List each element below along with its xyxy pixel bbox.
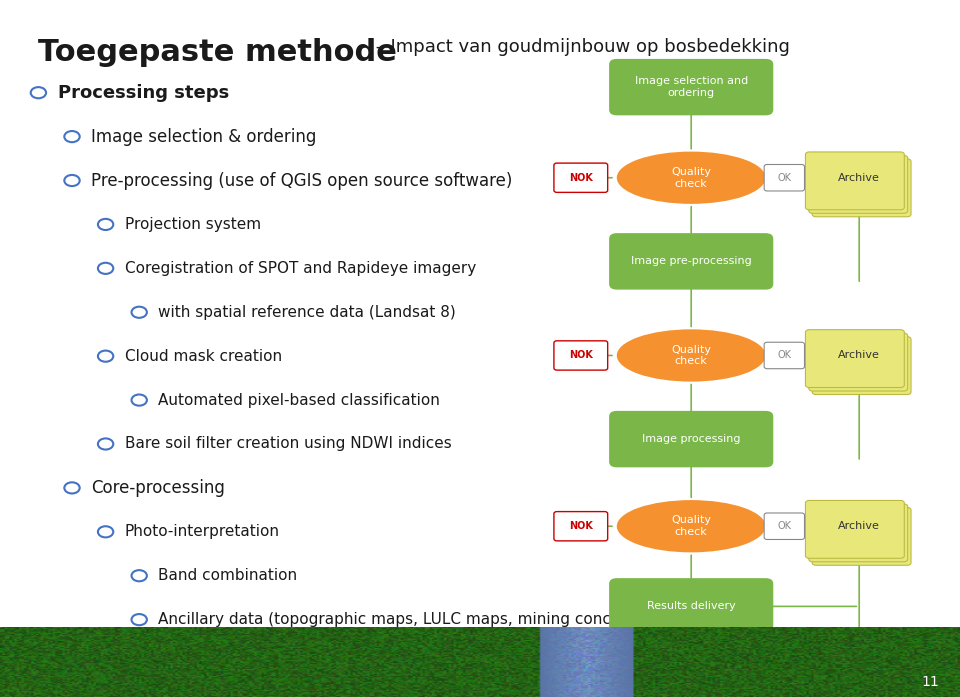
FancyBboxPatch shape	[609, 411, 773, 467]
FancyBboxPatch shape	[808, 504, 907, 562]
FancyBboxPatch shape	[808, 155, 907, 213]
Text: Pre-processing (use of QGIS open source software): Pre-processing (use of QGIS open source …	[91, 171, 513, 190]
FancyBboxPatch shape	[805, 152, 904, 210]
Text: Processing steps: Processing steps	[58, 84, 228, 102]
FancyBboxPatch shape	[812, 159, 911, 217]
Text: NOK: NOK	[569, 173, 592, 183]
Text: Projection system: Projection system	[125, 217, 261, 232]
Text: Toegepaste methode: Toegepaste methode	[38, 38, 397, 68]
FancyBboxPatch shape	[554, 163, 608, 192]
Ellipse shape	[616, 151, 765, 204]
Ellipse shape	[616, 500, 765, 552]
FancyBboxPatch shape	[764, 342, 804, 369]
Text: Quality
check: Quality check	[671, 167, 711, 188]
Text: Archive: Archive	[838, 351, 880, 360]
Text: Automated pixel-based classification: Automated pixel-based classification	[158, 392, 441, 408]
Text: Photo-interpretation: Photo-interpretation	[125, 524, 279, 539]
Text: Band combination: Band combination	[158, 568, 298, 583]
Text: Archive: Archive	[838, 173, 880, 183]
Text: OK: OK	[778, 173, 791, 183]
FancyBboxPatch shape	[764, 164, 804, 191]
Text: NOK: NOK	[569, 521, 592, 531]
FancyBboxPatch shape	[609, 579, 773, 634]
Text: with spatial reference data (Landsat 8): with spatial reference data (Landsat 8)	[158, 305, 456, 320]
FancyBboxPatch shape	[805, 330, 904, 388]
Text: Image selection & ordering: Image selection & ordering	[91, 128, 317, 146]
Text: Bare soil filter creation using NDWI indices: Bare soil filter creation using NDWI ind…	[125, 436, 451, 452]
FancyBboxPatch shape	[805, 500, 904, 558]
Text: Quality
check: Quality check	[671, 516, 711, 537]
FancyBboxPatch shape	[812, 507, 911, 565]
Text: Core-processing: Core-processing	[91, 479, 225, 497]
Text: Archive: Archive	[838, 521, 880, 531]
FancyBboxPatch shape	[554, 512, 608, 541]
Text: Coregistration of SPOT and Rapideye imagery: Coregistration of SPOT and Rapideye imag…	[125, 261, 476, 276]
Text: Image selection and
ordering: Image selection and ordering	[635, 77, 748, 98]
FancyBboxPatch shape	[554, 341, 608, 370]
Text: OK: OK	[778, 351, 791, 360]
FancyBboxPatch shape	[609, 233, 773, 290]
Text: Image processing: Image processing	[642, 434, 740, 444]
Text: Image pre-processing: Image pre-processing	[631, 256, 752, 266]
Text: OK: OK	[778, 521, 791, 531]
Text: Results delivery: Results delivery	[647, 602, 735, 611]
Text: Ancillary data (topographic maps, LULC maps, mining concessions,...): Ancillary data (topographic maps, LULC m…	[158, 612, 693, 627]
Text: – Impact van goudmijnbouw op bosbedekking: – Impact van goudmijnbouw op bosbedekkin…	[370, 38, 789, 56]
Ellipse shape	[616, 330, 765, 382]
Text: NOK: NOK	[569, 351, 592, 360]
FancyBboxPatch shape	[808, 333, 907, 391]
Text: Manual digitalization: Manual digitalization	[125, 656, 283, 671]
FancyBboxPatch shape	[812, 337, 911, 395]
FancyBboxPatch shape	[609, 59, 773, 115]
FancyBboxPatch shape	[764, 513, 804, 539]
Text: Cloud mask creation: Cloud mask creation	[125, 348, 282, 364]
Text: 11: 11	[922, 675, 939, 689]
Text: Quality
check: Quality check	[671, 345, 711, 366]
